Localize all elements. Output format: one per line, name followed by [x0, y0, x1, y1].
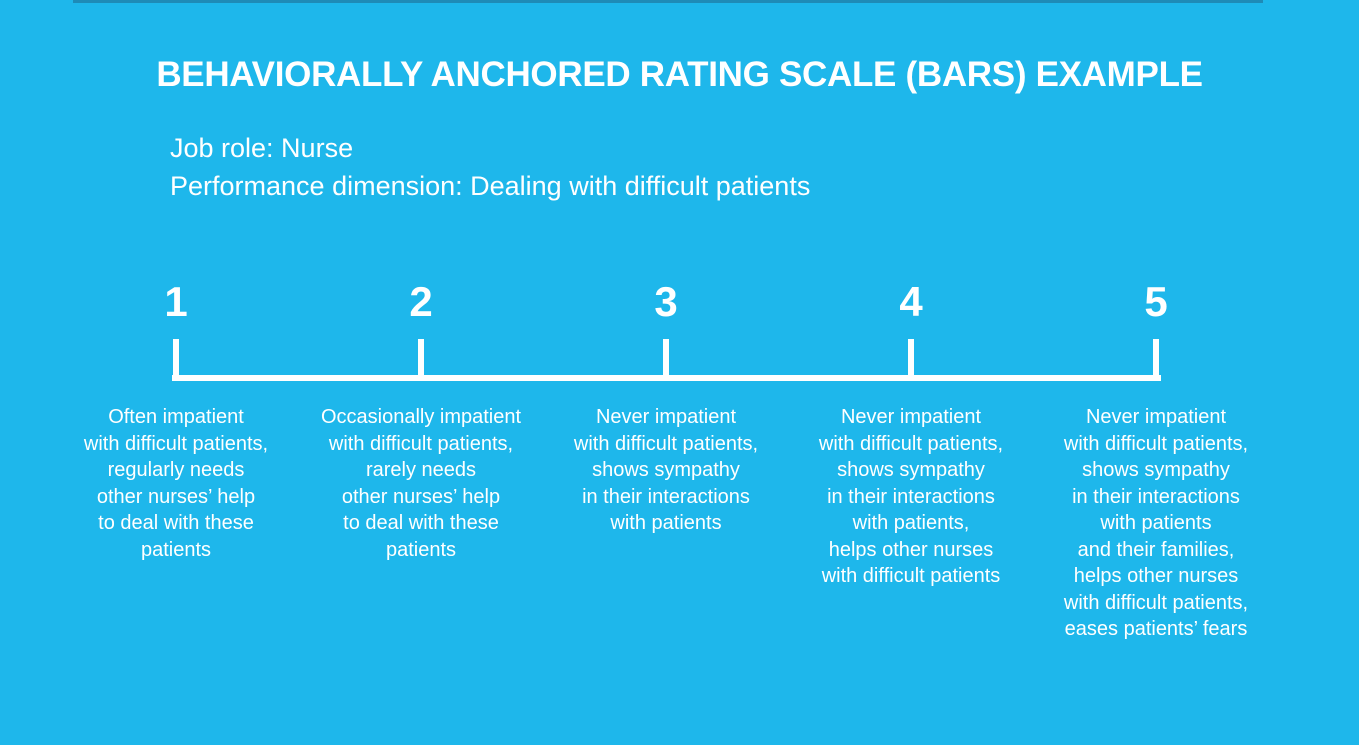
scale-description-2: Occasionally impatient with difficult pa…: [320, 406, 522, 561]
scale-number-2: 2: [409, 278, 433, 325]
scale-description-5: Never impatient with difficult patients,…: [1063, 406, 1249, 640]
scale-tick-2: [418, 339, 424, 376]
subtitle-block: Job role: Nurse Performance dimension: D…: [170, 129, 810, 205]
scale-number-1: 1: [164, 278, 188, 325]
scale-tick-3: [663, 339, 669, 376]
scale-description-3: Never impatient with difficult patients,…: [573, 406, 759, 534]
scale-tick-1: [173, 339, 179, 376]
scale-tick-4: [908, 339, 914, 376]
performance-dimension-text: Performance dimension: Dealing with diff…: [170, 171, 811, 201]
scale-axis-line: [172, 375, 1161, 381]
scale-description-1: Often impatient with difficult patients,…: [83, 406, 269, 561]
scale-point-3: 3 Never impatient with difficult patient…: [528, 0, 804, 745]
top-border-line: [73, 0, 1263, 3]
scale-description-4: Never impatient with difficult patients,…: [818, 406, 1004, 587]
page-title: BEHAVIORALLY ANCHORED RATING SCALE (BARS…: [156, 55, 1203, 94]
scale-point-4: 4 Never impatient with difficult patient…: [773, 0, 1049, 745]
scale-point-1: 1 Often impatient with difficult patient…: [38, 0, 314, 745]
scale-number-4: 4: [899, 278, 923, 325]
scale-number-5: 5: [1144, 278, 1168, 325]
job-role-text: Job role: Nurse: [170, 133, 354, 163]
scale-number-3: 3: [654, 278, 678, 325]
scale-tick-5: [1153, 339, 1159, 376]
scale-point-2: 2 Occasionally impatient with difficult …: [283, 0, 559, 745]
scale-point-5: 5 Never impatient with difficult patient…: [1018, 0, 1294, 745]
